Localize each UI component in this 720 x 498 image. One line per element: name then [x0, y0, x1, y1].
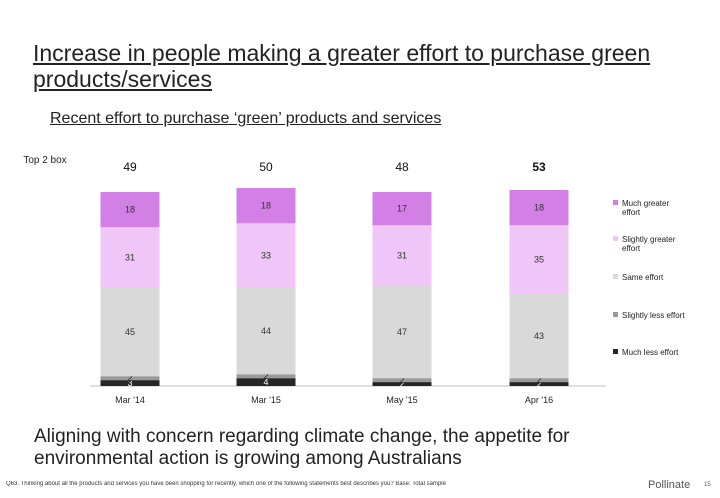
data-label: 17 — [397, 204, 407, 214]
legend-label: Much less effort — [622, 348, 679, 357]
data-label: 2 — [399, 379, 404, 389]
data-label: 31 — [125, 253, 135, 263]
bar-segment — [236, 223, 296, 288]
bar-segment — [372, 225, 432, 287]
bar-segment — [372, 191, 432, 226]
legend-swatch — [613, 349, 618, 354]
legend-label: Slightly less effort — [622, 311, 685, 320]
bar-segment — [509, 190, 569, 226]
data-label: 18 — [534, 203, 544, 213]
data-label: 35 — [534, 255, 544, 265]
data-label: 3 — [127, 378, 132, 388]
legend-swatch — [613, 200, 618, 205]
data-label: 44 — [261, 326, 271, 336]
data-label: 31 — [397, 251, 407, 261]
legend-label: Same effort — [622, 273, 664, 282]
bar-segment — [372, 378, 432, 383]
data-label: 33 — [261, 251, 271, 261]
bar-segment — [372, 286, 432, 379]
slide-title: Increase in people making a greater effo… — [33, 40, 651, 92]
bar-segment — [509, 293, 569, 379]
chart-subtitle: Recent effort to purchase ‘green’ produc… — [50, 110, 442, 127]
bar-segment — [100, 227, 160, 288]
x-tick-label: Mar '14 — [115, 395, 145, 405]
top2-value: 48 — [395, 160, 409, 174]
x-tick-label: Mar '15 — [251, 395, 281, 405]
top2-value: 53 — [532, 160, 546, 174]
top2-value: 49 — [123, 160, 137, 174]
bar-segment — [236, 188, 296, 224]
data-label: 43 — [534, 331, 544, 341]
data-label: 47 — [397, 327, 407, 337]
legend-label: Slightly greater effort — [622, 235, 676, 253]
data-label: 2 — [536, 379, 541, 389]
x-tick-label: May '15 — [386, 395, 417, 405]
bar-segment — [509, 225, 569, 294]
legend-swatch — [613, 274, 618, 279]
data-label: 2 — [263, 371, 268, 381]
x-tick-label: Apr '16 — [525, 395, 553, 405]
bar-segment — [236, 378, 296, 386]
data-label: 2 — [399, 375, 404, 385]
bar-segment — [372, 382, 432, 386]
top2-value: 50 — [259, 160, 273, 174]
top2-box-label: Top 2 box — [23, 155, 67, 166]
page-number: 15 — [704, 482, 711, 488]
legend-swatch — [613, 236, 618, 241]
data-label: 18 — [261, 201, 271, 211]
data-label: 45 — [125, 327, 135, 337]
legend-label: Much greater effort — [622, 199, 669, 217]
bar-segment — [236, 288, 296, 375]
bar-segment — [509, 378, 569, 383]
bar-segment — [100, 191, 160, 228]
bar-segment — [100, 288, 160, 377]
data-label: 4 — [263, 377, 268, 387]
bar-segment — [236, 374, 296, 379]
bar-segment — [100, 376, 160, 381]
legend-swatch — [613, 312, 618, 317]
brand-logo: Pollinate — [648, 479, 691, 491]
data-label: 2 — [127, 373, 132, 383]
bar-segment — [509, 382, 569, 386]
data-label: 2 — [536, 375, 541, 385]
slide-footnote: Aligning with concern regarding climate … — [34, 426, 570, 469]
bar-segment — [100, 380, 160, 386]
source-note: Q63. Thinking about all the products and… — [6, 481, 446, 487]
data-label: 18 — [125, 205, 135, 215]
